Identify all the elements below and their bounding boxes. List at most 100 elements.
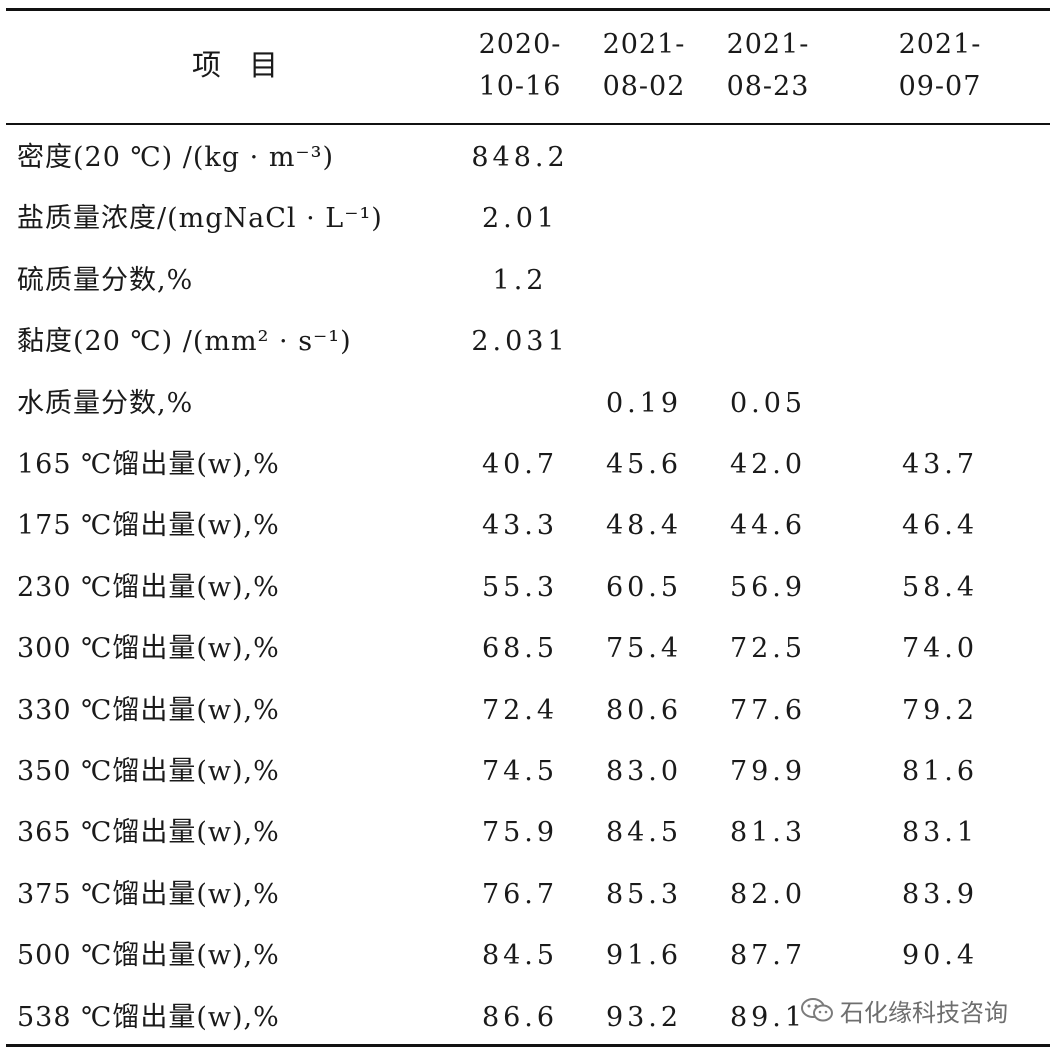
header-date-4: 2021- 09-07 [875, 24, 1005, 108]
row-value-col-4 [875, 311, 1005, 372]
header-date-3-year: 2021- [726, 29, 810, 60]
row-value-col-2: 93.2 [605, 1001, 683, 1033]
table-row: 硫质量分数,% 1.2 [0, 250, 1056, 311]
row-value-col-1: 55.3 [481, 571, 559, 603]
row-label: 538 ℃馏出量(w),% [17, 1001, 280, 1033]
row-value-col-3 [703, 188, 833, 249]
row-value-col-1: 40.7 [481, 449, 559, 480]
row-value-col-3 [703, 311, 833, 372]
row-value-col-1: 2.031 [471, 326, 569, 358]
row-value-col-2: 85.3 [605, 878, 683, 910]
row-value-col-2: 91.6 [605, 940, 683, 972]
header-date-2: 2021- 08-02 [579, 24, 709, 108]
table-row: 330 ℃馏出量(w),% 72.4 80.6 77.6 79.2 [0, 680, 1056, 741]
row-label: 密度(20 ℃) /(kg · m⁻³) [17, 142, 335, 173]
row-label: 硫质量分数,% [17, 264, 194, 296]
header-date-4-day: 09-07 [898, 71, 982, 102]
row-value-col-2: 60.5 [605, 571, 683, 603]
table-row: 365 ℃馏出量(w),% 75.9 84.5 81.3 83.1 [0, 802, 1056, 863]
row-label: 500 ℃馏出量(w),% [17, 940, 280, 972]
row-value-col-4: 74.0 [901, 633, 979, 665]
row-value-col-4: 83.1 [901, 817, 979, 849]
row-label: 230 ℃馏出量(w),% [17, 571, 280, 603]
row-value-col-1: 75.9 [481, 817, 559, 849]
row-value-col-2: 80.6 [605, 694, 683, 726]
row-value-col-3: 82.0 [729, 878, 807, 910]
row-value-col-3: 72.5 [729, 633, 807, 665]
row-value-col-3: 44.6 [729, 510, 807, 542]
row-label: 350 ℃馏出量(w),% [17, 756, 280, 787]
watermark: 石化缘科技咨询 [800, 988, 1008, 1032]
row-label: 300 ℃馏出量(w),% [17, 633, 280, 665]
header-date-3-day: 08-23 [726, 71, 810, 102]
row-value-col-1: 76.7 [481, 878, 559, 910]
row-label: 水质量分数,% [17, 387, 194, 419]
row-value-col-4 [875, 250, 1005, 311]
row-value-col-4 [875, 188, 1005, 249]
row-value-col-2: 84.5 [605, 817, 683, 849]
row-value-col-4: 83.9 [901, 878, 979, 910]
table-row: 盐质量浓度/(mgNaCl · L⁻¹) 2.01 [0, 188, 1056, 249]
table-row: 500 ℃馏出量(w),% 84.5 91.6 87.7 90.4 [0, 925, 1056, 986]
row-label: 375 ℃馏出量(w),% [17, 878, 280, 910]
row-value-col-2: 48.4 [605, 510, 683, 542]
row-value-col-2: 83.0 [605, 756, 683, 787]
row-value-col-1: 84.5 [481, 940, 559, 972]
row-value-col-3 [703, 250, 833, 311]
row-value-col-1 [455, 373, 585, 434]
row-value-col-2 [579, 250, 709, 311]
row-value-col-4: 46.4 [901, 510, 979, 542]
table-row: 230 ℃馏出量(w),% 55.3 60.5 56.9 58.4 [0, 557, 1056, 618]
row-value-col-4 [875, 127, 1005, 188]
row-value-col-3: 89.1 [729, 1001, 807, 1033]
row-value-col-4: 90.4 [901, 940, 979, 972]
table-row: 密度(20 ℃) /(kg · m⁻³) 848.2 [0, 127, 1056, 188]
table-bottom-rule [6, 1044, 1050, 1047]
row-value-col-3: 77.6 [729, 694, 807, 726]
row-label: 黏度(20 ℃) /(mm² · s⁻¹) [17, 326, 352, 358]
row-value-col-1: 43.3 [481, 510, 559, 542]
row-value-col-2 [579, 127, 709, 188]
row-value-col-3: 81.3 [729, 817, 807, 849]
row-label: 330 ℃馏出量(w),% [17, 694, 280, 726]
table-row: 175 ℃馏出量(w),% 43.3 48.4 44.6 46.4 [0, 495, 1056, 556]
row-value-col-1: 74.5 [481, 756, 559, 787]
row-value-col-2: 45.6 [605, 449, 683, 480]
header-date-1-year: 2020- [478, 29, 562, 60]
table-top-rule [6, 8, 1050, 11]
row-value-col-1: 1.2 [492, 264, 548, 296]
header-date-1: 2020- 10-16 [455, 24, 585, 108]
table-row: 300 ℃馏出量(w),% 68.5 75.4 72.5 74.0 [0, 618, 1056, 679]
table-row: 350 ℃馏出量(w),% 74.5 83.0 79.9 81.6 [0, 741, 1056, 802]
header-date-4-year: 2021- [898, 29, 982, 60]
row-value-col-1: 86.6 [481, 1001, 559, 1033]
header-date-3: 2021- 08-23 [703, 24, 833, 108]
watermark-text: 石化缘科技咨询 [840, 998, 1008, 1027]
table-row: 165 ℃馏出量(w),% 40.7 45.6 42.0 43.7 [0, 434, 1056, 495]
header-date-2-year: 2021- [602, 29, 686, 60]
row-value-col-4: 58.4 [901, 571, 979, 603]
header-date-2-day: 08-02 [602, 71, 686, 102]
row-value-col-2 [579, 311, 709, 372]
row-value-col-2: 75.4 [605, 633, 683, 665]
row-value-col-3: 56.9 [729, 571, 807, 603]
row-value-col-3: 87.7 [729, 940, 807, 972]
row-value-col-4: 79.2 [901, 694, 979, 726]
row-value-col-2 [579, 188, 709, 249]
row-value-col-2: 0.19 [605, 387, 683, 419]
wechat-icon [801, 998, 833, 1022]
row-label: 175 ℃馏出量(w),% [17, 510, 280, 542]
row-value-col-1: 848.2 [471, 142, 569, 173]
row-value-col-3: 79.9 [729, 756, 807, 787]
row-label: 盐质量浓度/(mgNaCl · L⁻¹) [17, 203, 383, 235]
row-value-col-4: 81.6 [901, 756, 979, 787]
header-date-1-day: 10-16 [478, 71, 562, 102]
row-value-col-3 [703, 127, 833, 188]
table-header-rule [6, 123, 1050, 125]
row-value-col-3: 0.05 [729, 387, 807, 419]
table-row: 黏度(20 ℃) /(mm² · s⁻¹) 2.031 [0, 311, 1056, 372]
row-value-col-4 [875, 373, 1005, 434]
table-row: 375 ℃馏出量(w),% 76.7 85.3 82.0 83.9 [0, 864, 1056, 925]
row-value-col-1: 72.4 [481, 694, 559, 726]
table-row: 水质量分数,% 0.19 0.05 [0, 373, 1056, 434]
